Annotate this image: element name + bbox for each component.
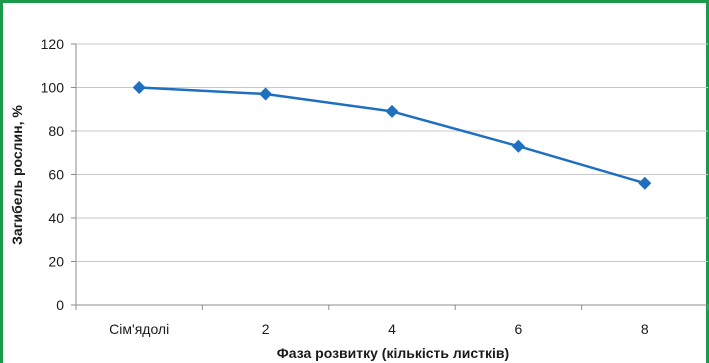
data-point-2 — [385, 104, 399, 118]
data-series — [132, 81, 652, 190]
x-tick-label-3: 6 — [515, 321, 523, 337]
data-point-0 — [132, 81, 146, 94]
y-axis-title: Загибель рослин, % — [9, 105, 25, 245]
x-axis-title: Фаза розвитку (кількість листків) — [277, 345, 509, 361]
y-tick-label-80: 80 — [48, 123, 64, 139]
y-tick-label-20: 20 — [48, 254, 64, 270]
gridlines — [76, 43, 708, 262]
data-point-3 — [511, 139, 525, 153]
x-axis: Сім'ядолі 2 4 6 8 — [75, 304, 709, 337]
data-point-1 — [259, 87, 273, 101]
x-tick-label-1: 2 — [262, 321, 270, 337]
x-tick-label-0: Сім'ядолі — [109, 321, 169, 337]
y-axis: 0 20 40 60 80 100 120 — [41, 36, 77, 313]
x-tick-label-4: 8 — [641, 321, 649, 337]
y-tick-label-120: 120 — [41, 36, 65, 52]
y-tick-label-0: 0 — [56, 297, 64, 313]
x-tick-label-2: 4 — [388, 321, 396, 337]
y-tick-label-100: 100 — [41, 80, 65, 96]
y-tick-label-60: 60 — [48, 167, 64, 183]
series-line-0 — [139, 86, 646, 185]
data-point-4 — [638, 176, 652, 190]
y-tick-label-40: 40 — [48, 210, 64, 226]
